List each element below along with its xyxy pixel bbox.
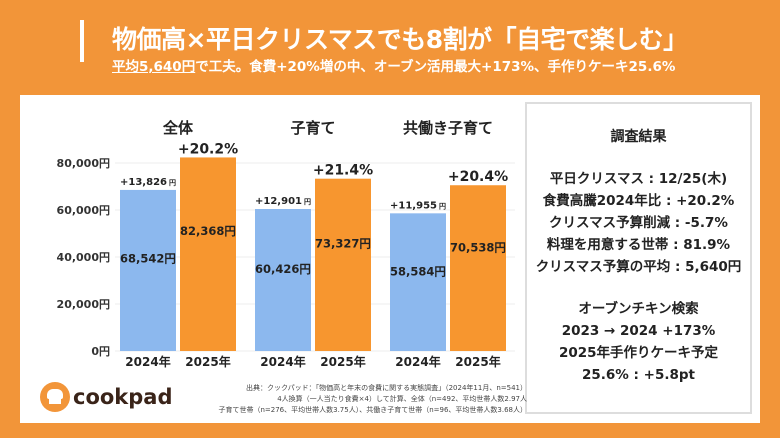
summary-line: 料理を用意する世帯 : 81.9% xyxy=(546,237,731,253)
summary-line: 25.6% : +5.8pt xyxy=(582,367,695,383)
x-tick-label: 2024年 xyxy=(125,354,170,369)
bar xyxy=(180,157,236,351)
bar-value-label: 68,542円 xyxy=(120,251,176,265)
bar-value-label: 82,368円 xyxy=(180,224,236,238)
y-tick-label: 0円 xyxy=(91,345,110,358)
logo-text: cookpad xyxy=(73,385,173,409)
group-title: 全体 xyxy=(162,119,194,137)
subtitle-highlight: 平均5,640円 xyxy=(112,59,196,75)
bar-value-label: 70,538円 xyxy=(450,241,506,255)
summary-line: 2025年手作りケーキ予定 xyxy=(558,345,719,361)
pct-change-label: +20.2% xyxy=(178,141,238,157)
source-line: 4人換算（一人当たり食費×4）して計算、全体（n=492、平均世帯人数2.97人 xyxy=(277,395,527,403)
bar-value-label: 58,584円 xyxy=(390,264,446,278)
x-tick-label: 2024年 xyxy=(260,354,305,369)
bar-value-label: 60,426円 xyxy=(255,262,311,276)
pct-change-label: +20.4% xyxy=(448,169,508,185)
diff-unit: 円 xyxy=(304,198,311,206)
bar xyxy=(450,185,506,351)
chef-hat-icon xyxy=(40,382,70,412)
summary-line: オーブンチキン検索 xyxy=(578,301,699,317)
title-accent-bar xyxy=(80,20,84,62)
x-tick-label: 2024年 xyxy=(395,354,440,369)
diff-label: +11,955 円 xyxy=(390,200,446,211)
y-tick-label: 60,000円 xyxy=(57,204,110,217)
bar xyxy=(390,213,446,351)
summary-box: 調査結果 平日クリスマス : 12/25(木) 食費高騰2024年比 : +20… xyxy=(525,102,752,414)
summary-line: クリスマス予算の平均 : 5,640円 xyxy=(535,259,742,275)
y-tick-label: 80,000円 xyxy=(57,157,110,170)
diff-unit: 円 xyxy=(169,179,176,187)
diff-unit: 円 xyxy=(439,202,446,210)
source-line: 子育て世帯（n=276、平均世帯人数3.75人）、共働き子育て世帯（n=96、平… xyxy=(218,406,527,414)
y-tick-label: 40,000円 xyxy=(57,251,110,264)
x-tick-label: 2025年 xyxy=(320,354,365,369)
y-tick-label: 20,000円 xyxy=(57,298,110,311)
cookpad-logo: cookpad xyxy=(40,382,173,412)
x-tick-label: 2025年 xyxy=(455,354,500,369)
page-title: 物価高×平日クリスマスでも8割が「自宅で楽しむ」 xyxy=(112,25,688,54)
diff-label: +12,901 円 xyxy=(255,196,311,207)
source-note: 出典：クックパッド：「物価高と年末の食費に関する実態調査」（2024年11月、n… xyxy=(218,383,527,416)
group-title: 子育て xyxy=(290,119,335,137)
summary-line: クリスマス予算削減 : -5.7% xyxy=(549,215,728,231)
bar xyxy=(315,178,371,351)
subtitle-text: で工夫。食費+20%増の中、オーブン活用最大+173%、手作りケーキ25.6% xyxy=(195,59,676,75)
summary-line: 2023 → 2024 +173% xyxy=(561,323,716,339)
summary-line: 平日クリスマス : 12/25(木) xyxy=(549,171,728,187)
diff-label: +13,826 円 xyxy=(120,177,176,188)
bar xyxy=(120,189,176,351)
summary-title: 調査結果 xyxy=(610,129,667,145)
page-subtitle: 平均5,640円で工夫。食費+20%増の中、オーブン活用最大+173%、手作りケ… xyxy=(112,55,675,75)
x-tick-label: 2025年 xyxy=(185,354,230,369)
pct-change-label: +21.4% xyxy=(313,163,373,179)
bar xyxy=(255,208,311,351)
bar-value-label: 73,327円 xyxy=(315,237,371,251)
source-line: 出典：クックパッド：「物価高と年末の食費に関する実態調査」（2024年11月、n… xyxy=(245,384,527,392)
summary-line: 食費高騰2024年比 : +20.2% xyxy=(542,193,735,209)
group-title: 共働き子育て xyxy=(403,119,493,137)
